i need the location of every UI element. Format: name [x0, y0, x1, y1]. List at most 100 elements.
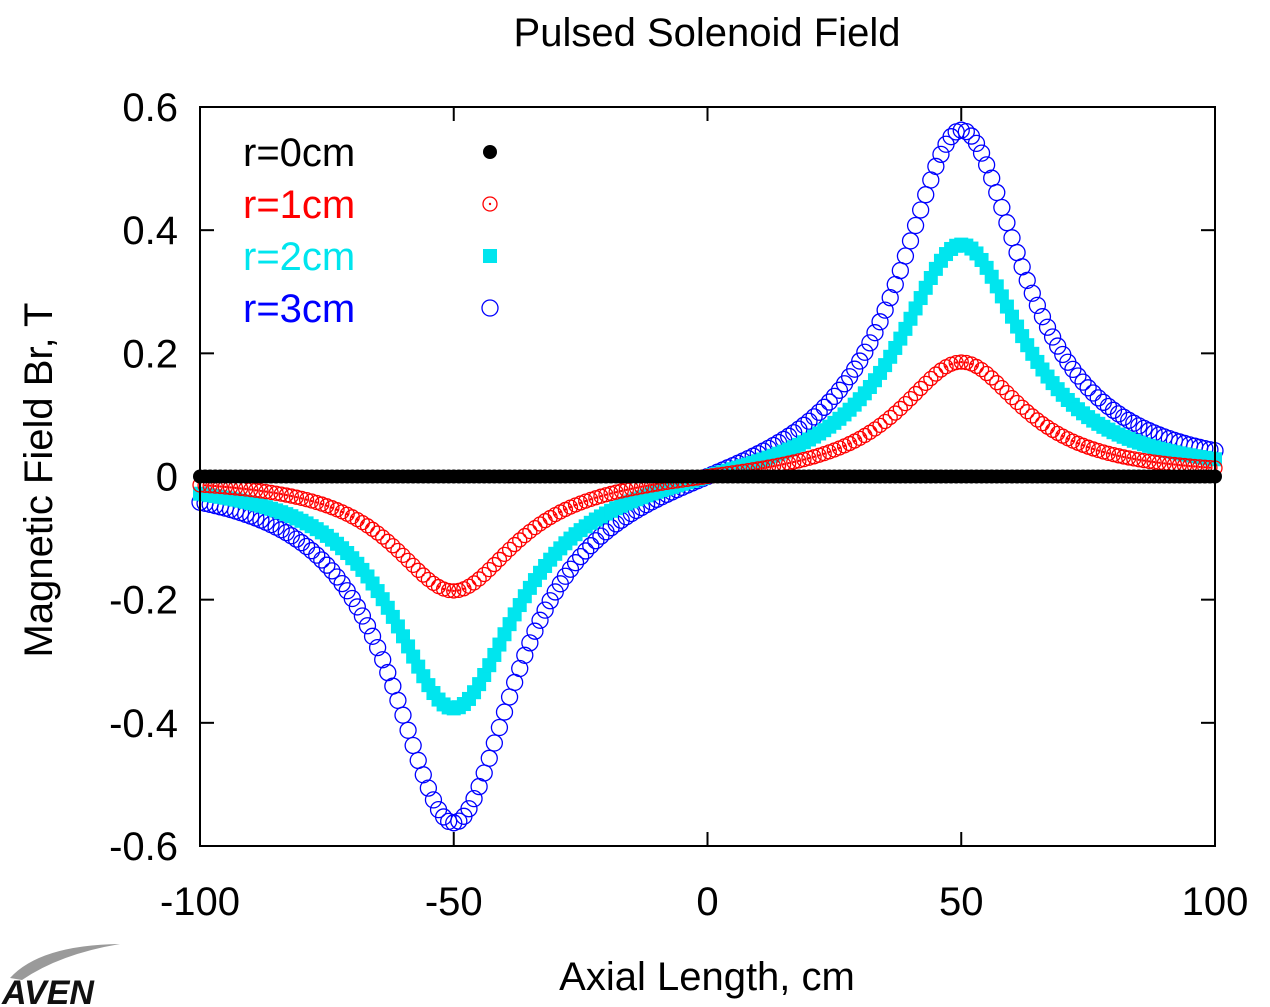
data-point [972, 144, 991, 162]
data-point [1038, 318, 1057, 336]
data-point [1023, 284, 1041, 302]
data-point [414, 766, 432, 784]
data-point [258, 483, 274, 500]
legend-label: r=3cm [243, 287, 355, 331]
data-point [912, 201, 930, 219]
data-point [933, 362, 949, 378]
data-point [942, 128, 960, 146]
data-point [424, 791, 443, 809]
data-point [353, 607, 372, 625]
data-point [791, 453, 807, 469]
y-tick-label: 0.6 [122, 86, 178, 130]
data-point [483, 249, 497, 263]
data-point [465, 790, 483, 808]
data-point [536, 601, 554, 619]
data-point [810, 403, 828, 421]
data-point [1003, 229, 1021, 247]
data-point [917, 186, 935, 204]
data-point [298, 491, 315, 508]
data-point [582, 537, 600, 555]
data-point [561, 560, 580, 578]
data-point [537, 513, 553, 529]
data-point [283, 488, 300, 504]
data-point [277, 524, 295, 542]
data-point [399, 721, 417, 739]
data-point [272, 521, 290, 539]
data-point [577, 542, 595, 560]
data-point [527, 519, 543, 536]
data-point [297, 537, 316, 556]
data-point [1018, 271, 1036, 290]
data-point [1110, 448, 1127, 464]
data-point [796, 451, 812, 468]
data-point [526, 622, 544, 640]
data-point [613, 483, 629, 499]
data-point [566, 554, 585, 572]
data-point [846, 360, 864, 378]
data-point [450, 812, 468, 830]
data-point [318, 556, 336, 574]
data-point [1094, 393, 1112, 411]
data-point [1126, 451, 1142, 467]
legend-label: r=2cm [243, 235, 355, 279]
data-point [446, 583, 462, 599]
legend-label: r=1cm [243, 183, 355, 227]
data-point [1099, 397, 1118, 416]
data-point [1109, 405, 1128, 423]
data-point [481, 299, 499, 317]
data-point [805, 408, 823, 426]
data-point [1034, 416, 1051, 432]
data-point [932, 145, 950, 163]
data-point [1064, 360, 1082, 379]
data-point [862, 424, 878, 440]
data-point [891, 261, 909, 280]
data-point [977, 156, 996, 174]
data-point [485, 734, 504, 752]
data-point [1136, 452, 1152, 469]
data-point [323, 562, 341, 580]
chart-title: Pulsed Solenoid Field [514, 11, 901, 55]
y-tick-label: -0.6 [109, 825, 178, 869]
data-point [967, 134, 986, 153]
data-point [541, 592, 559, 610]
data-point [871, 313, 889, 331]
data-point [1069, 367, 1087, 385]
data-point [830, 381, 849, 399]
data-point [282, 527, 301, 545]
data-point [1116, 449, 1132, 465]
data-point [308, 546, 326, 564]
data-point [278, 487, 294, 503]
data-point [500, 688, 519, 706]
x-tick-label: 0 [696, 880, 718, 924]
data-point [906, 216, 925, 235]
data-point [1146, 454, 1162, 470]
data-point [1100, 445, 1117, 462]
data-point [820, 393, 838, 411]
data-point [1039, 419, 1056, 435]
data-point [867, 421, 883, 437]
data-point [608, 484, 624, 500]
data-point [1084, 384, 1102, 402]
data-point [856, 343, 874, 361]
data-point [404, 736, 422, 755]
data-point [546, 583, 564, 601]
data-point [343, 589, 361, 608]
data-point [1074, 373, 1092, 391]
data-point [957, 122, 975, 141]
data-point [1104, 401, 1123, 419]
data-point [511, 659, 529, 678]
data-point [998, 214, 1016, 232]
y-axis-label: Magnetic Field Br, T [17, 303, 61, 658]
data-point [542, 509, 558, 526]
data-point [953, 354, 969, 370]
data-point [1121, 450, 1137, 466]
data-point [288, 489, 305, 505]
data-point [800, 412, 818, 430]
data-point [603, 485, 619, 502]
data-point [419, 779, 438, 797]
data-point [368, 638, 387, 657]
data-point [359, 518, 376, 534]
data-point [861, 334, 879, 352]
data-point [521, 634, 539, 652]
